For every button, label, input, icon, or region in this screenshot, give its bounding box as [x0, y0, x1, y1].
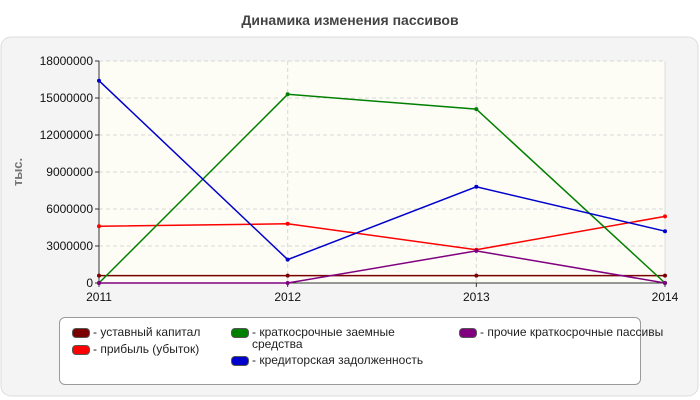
data-point [663, 273, 667, 278]
data-point [97, 281, 101, 285]
data-point [97, 78, 101, 83]
series-line [99, 250, 666, 284]
x-tick-labels: 2011 2012 2013 2014 [86, 290, 679, 304]
legend: - уставный капитал - прибыль (убыток) - … [59, 317, 663, 385]
legend-label: - кредиторская задолженность [252, 353, 424, 367]
y-tick-label: 0 [86, 276, 93, 290]
y-tick-label: 18000000 [40, 54, 94, 68]
data-point [474, 273, 479, 278]
series-3 [97, 78, 667, 262]
series-line [98, 93, 666, 284]
x-tick-label: 2014 [652, 290, 679, 304]
y-tick-label: 3000000 [46, 239, 93, 253]
data-point [285, 281, 290, 285]
legend-label: - уставный капитал [93, 325, 201, 339]
chart-title: Динамика изменения пассивов [241, 12, 459, 28]
legend-swatch [231, 356, 249, 366]
data-point [474, 184, 479, 189]
data-point [285, 257, 290, 262]
y-tick-label: 9000000 [46, 165, 93, 179]
series-0 [97, 273, 667, 278]
data-point [663, 214, 667, 219]
y-tick-label: 6000000 [46, 202, 93, 216]
legend-swatch [72, 328, 90, 338]
x-tick-label: 2013 [463, 290, 490, 304]
legend-swatch [72, 345, 90, 355]
data-point [474, 107, 479, 112]
y-tick-label: 15000000 [40, 91, 94, 105]
series-line [98, 80, 666, 261]
data-point [285, 273, 290, 278]
data-point [474, 248, 479, 253]
series-group [97, 78, 667, 285]
data-point [285, 92, 290, 97]
legend-label: - прибыль (убыток) [93, 342, 200, 356]
x-tick-label: 2012 [274, 290, 301, 304]
legend-swatch [459, 328, 477, 338]
data-point [663, 229, 667, 234]
series-4 [97, 248, 667, 285]
data-point [97, 224, 101, 229]
y-tick-label: 12000000 [40, 128, 94, 142]
x-tick-label: 2011 [86, 290, 112, 304]
y-tick-labels: 0 3000000 6000000 9000000 12000000 15000000 18… [40, 54, 94, 290]
data-point [97, 273, 101, 278]
legend-swatch [231, 328, 249, 338]
data-point [285, 221, 290, 226]
series-line [98, 215, 666, 251]
legend-label: - краткосрочные заемные средства [252, 325, 395, 351]
y-axis-label: тыс. [10, 158, 25, 186]
data-point [663, 281, 667, 285]
legend-label: - прочие краткосрочные пассивы [480, 325, 664, 339]
